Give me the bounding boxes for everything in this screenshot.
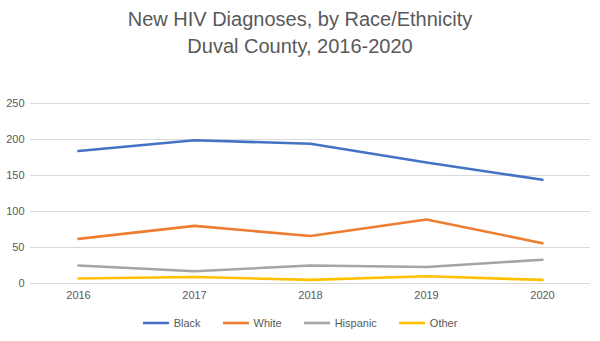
html-text:Duval County, 2016-2020: Duval County, 2016-2020 bbox=[187, 35, 413, 57]
html-text:Hispanic: Hispanic bbox=[334, 317, 377, 329]
html-text:Other: Other bbox=[429, 317, 458, 329]
svg-text:0: 0 bbox=[18, 277, 24, 289]
svg-text:2017: 2017 bbox=[182, 289, 206, 301]
html-text:White: White bbox=[253, 317, 282, 329]
svg-text:2018: 2018 bbox=[298, 289, 322, 301]
svg-text:250: 250 bbox=[6, 97, 24, 109]
html-text:Black: Black bbox=[173, 317, 201, 329]
svg-text:2016: 2016 bbox=[66, 289, 90, 301]
svg-text:2020: 2020 bbox=[530, 289, 554, 301]
svg-text:2019: 2019 bbox=[414, 289, 438, 301]
svg-text:100: 100 bbox=[6, 205, 24, 217]
svg-text:150: 150 bbox=[6, 169, 24, 181]
svg-text:50: 50 bbox=[12, 241, 24, 253]
svg-text:200: 200 bbox=[6, 133, 24, 145]
html-text:New HIV Diagnoses, by Race/Eth: New HIV Diagnoses, by Race/Ethnicity bbox=[127, 8, 473, 30]
